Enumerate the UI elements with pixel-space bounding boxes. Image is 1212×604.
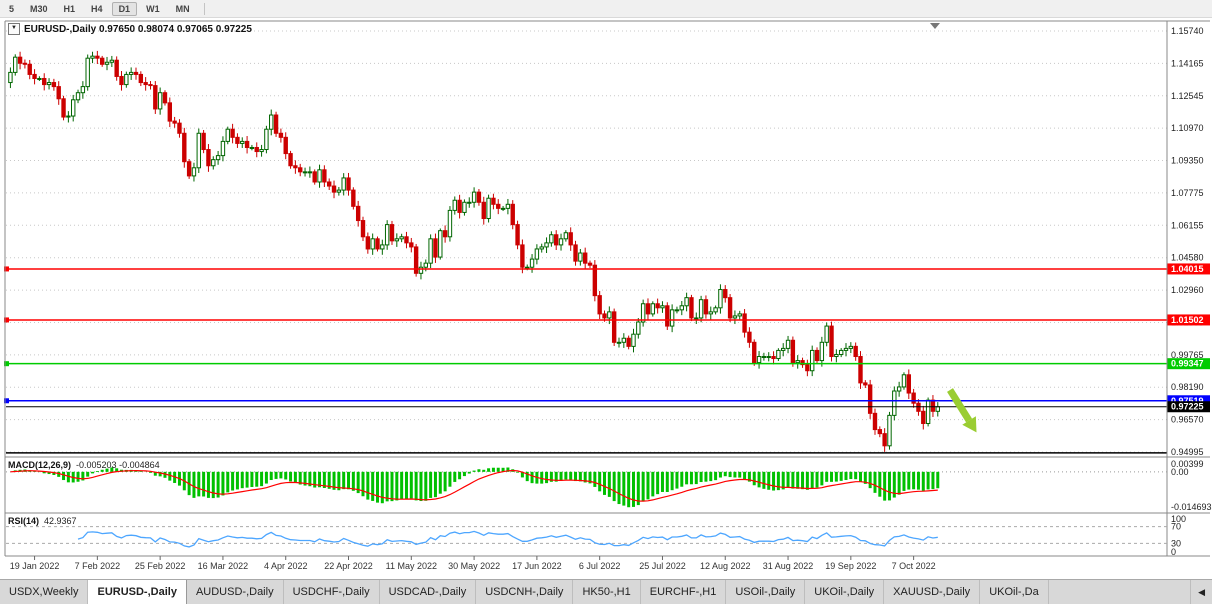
svg-text:19 Jan 2022: 19 Jan 2022 (10, 561, 60, 571)
panel-frame (4, 20, 1210, 557)
grid (6, 30, 1167, 453)
tab-scroll-left-icon[interactable]: ◀ (1190, 580, 1212, 604)
svg-text:1.10970: 1.10970 (1171, 123, 1204, 133)
svg-text:1.07775: 1.07775 (1171, 188, 1204, 198)
tab-eurchf-h1[interactable]: EURCHF-,H1 (641, 580, 727, 604)
symbol-tab-bar: USDX,Weekly EURUSD-,Daily AUDUSD-,Daily USD… (0, 579, 1212, 604)
macd-name: MACD(12,26,9) (8, 460, 72, 470)
hline-1.01502[interactable]: 1.01502 (4, 314, 1210, 326)
svg-text:30 May 2022: 30 May 2022 (448, 561, 500, 571)
svg-text:7 Oct 2022: 7 Oct 2022 (892, 561, 936, 571)
svg-text:22 Apr 2022: 22 Apr 2022 (324, 561, 373, 571)
svg-text:25 Feb 2022: 25 Feb 2022 (135, 561, 186, 571)
macd-values: -0.005203 -0.004864 (76, 460, 160, 470)
rsi-line (77, 530, 938, 548)
tab-eurusd-daily[interactable]: EURUSD-,Daily (88, 580, 187, 604)
timeframe-button-5[interactable]: 5 (9, 3, 15, 14)
tab-usdchf-daily[interactable]: USDCHF-,Daily (284, 580, 380, 604)
timeframe-button-h4[interactable]: H4 (91, 3, 103, 14)
svg-text:0.94995: 0.94995 (1171, 447, 1204, 457)
svg-text:12 Aug 2022: 12 Aug 2022 (700, 561, 751, 571)
svg-text:30: 30 (1171, 538, 1181, 548)
macd-signal-line (10, 469, 938, 502)
tab-ukoil-daily[interactable]: UKOil-,Daily (805, 580, 885, 604)
svg-text:0.99765: 0.99765 (1171, 350, 1204, 360)
chart-ohlc-header: ▼ EURUSD-,Daily 0.97650 0.98074 0.97065 … (8, 23, 252, 35)
svg-text:1.04580: 1.04580 (1171, 253, 1204, 263)
svg-text:7 Feb 2022: 7 Feb 2022 (75, 561, 121, 571)
rsi-value: 42.9367 (44, 516, 77, 526)
tab-audusd-daily[interactable]: AUDUSD-,Daily (187, 580, 284, 604)
annotations[interactable] (943, 386, 983, 437)
svg-text:19 Sep 2022: 19 Sep 2022 (825, 561, 876, 571)
hline-1.04015[interactable]: 1.04015 (4, 263, 1210, 275)
svg-text:0.98190: 0.98190 (1171, 382, 1204, 392)
svg-text:70: 70 (1171, 522, 1181, 532)
chart-shift-marker-icon (930, 23, 940, 29)
timeframe-button-w1[interactable]: W1 (146, 3, 160, 14)
rsi-indicator-label: RSI(14) 42.9367 (8, 516, 77, 526)
macd-indicator-label: MACD(12,26,9) -0.005203 -0.004864 (8, 460, 160, 470)
hline-0.97225[interactable]: 0.97225 (6, 401, 1210, 413)
svg-text:0.96570: 0.96570 (1171, 415, 1204, 425)
svg-text:16 Mar 2022: 16 Mar 2022 (198, 561, 249, 571)
tab-xauusd-daily[interactable]: XAUUSD-,Daily (884, 580, 981, 604)
tab-hk50-h1[interactable]: HK50-,H1 (573, 580, 641, 604)
svg-text:1.04015: 1.04015 (1171, 264, 1204, 274)
timeframe-button-d1[interactable]: D1 (111, 1, 138, 16)
svg-text:4 Apr 2022: 4 Apr 2022 (264, 561, 308, 571)
svg-text:0.00399: 0.00399 (1171, 459, 1204, 469)
date-axis: 19 Jan 2022 7 Feb 2022 25 Feb 2022 16 Mar 2… (10, 556, 936, 571)
svg-text:1.02960: 1.02960 (1171, 285, 1204, 295)
svg-text:0.99347: 0.99347 (1171, 359, 1204, 369)
hline-0.99347[interactable]: 0.99347 (4, 358, 1210, 370)
svg-text:1.12545: 1.12545 (1171, 91, 1204, 101)
svg-text:0: 0 (1171, 547, 1176, 557)
timeframe-button-h1[interactable]: H1 (63, 3, 76, 14)
timeframe-buttons: 5 M30 H1 H4 D1 W1 MN (0, 1, 199, 16)
svg-text:31 Aug 2022: 31 Aug 2022 (763, 561, 814, 571)
svg-text:1.14165: 1.14165 (1171, 58, 1204, 68)
rsi-name: RSI(14) (8, 516, 40, 526)
svg-text:6 Jul 2022: 6 Jul 2022 (579, 561, 621, 571)
tab-usdx-weekly[interactable]: USDX,Weekly (0, 580, 89, 604)
svg-text:1.06155: 1.06155 (1171, 220, 1204, 230)
tab-usdcad-daily[interactable]: USDCAD-,Daily (380, 580, 477, 604)
tab-ukoil-da[interactable]: UKOil-,Da (980, 580, 1049, 604)
symbol-tabs: USDX,Weekly EURUSD-,Daily AUDUSD-,Daily USD… (0, 580, 1049, 604)
svg-text:11 May 2022: 11 May 2022 (386, 561, 437, 571)
down-arrow-annotation[interactable] (943, 386, 983, 437)
chart-title-text: EURUSD-,Daily 0.97650 0.98074 0.97065 0.… (23, 23, 252, 35)
price-axis-labels: 1.15740 1.14165 1.12545 1.10970 1.09350 1.077… (1171, 26, 1204, 457)
svg-text:1.15740: 1.15740 (1171, 26, 1204, 36)
svg-text:0.00: 0.00 (1171, 467, 1189, 477)
svg-text:0.97519: 0.97519 (1171, 396, 1204, 406)
svg-text:17 Jun 2022: 17 Jun 2022 (512, 561, 562, 571)
timeframe-button-m30[interactable]: M30 (30, 3, 48, 14)
symbol-dropdown-icon[interactable]: ▼ (8, 23, 20, 35)
chart-canvas[interactable]: 1.15740 1.14165 1.12545 1.10970 1.09350 1.077… (0, 17, 1212, 580)
svg-text:0.97225: 0.97225 (1171, 402, 1204, 412)
svg-text:1.01502: 1.01502 (1171, 315, 1204, 325)
toolbar-separator (203, 2, 205, 15)
svg-text:100: 100 (1171, 514, 1186, 524)
svg-text:-0.014693: -0.014693 (1171, 502, 1212, 512)
tab-usdcnh-daily[interactable]: USDCNH-,Daily (476, 580, 574, 604)
tab-usoil-daily[interactable]: USOil-,Daily (726, 580, 806, 604)
svg-text:1.09350: 1.09350 (1171, 156, 1204, 166)
candles (8, 50, 940, 452)
top-toolbar: 5 M30 H1 H4 D1 W1 MN (0, 0, 1212, 18)
svg-text:25 Jul 2022: 25 Jul 2022 (639, 561, 686, 571)
hline-0.97519[interactable]: 0.97519 (4, 395, 1210, 407)
timeframe-button-mn[interactable]: MN (175, 3, 190, 14)
